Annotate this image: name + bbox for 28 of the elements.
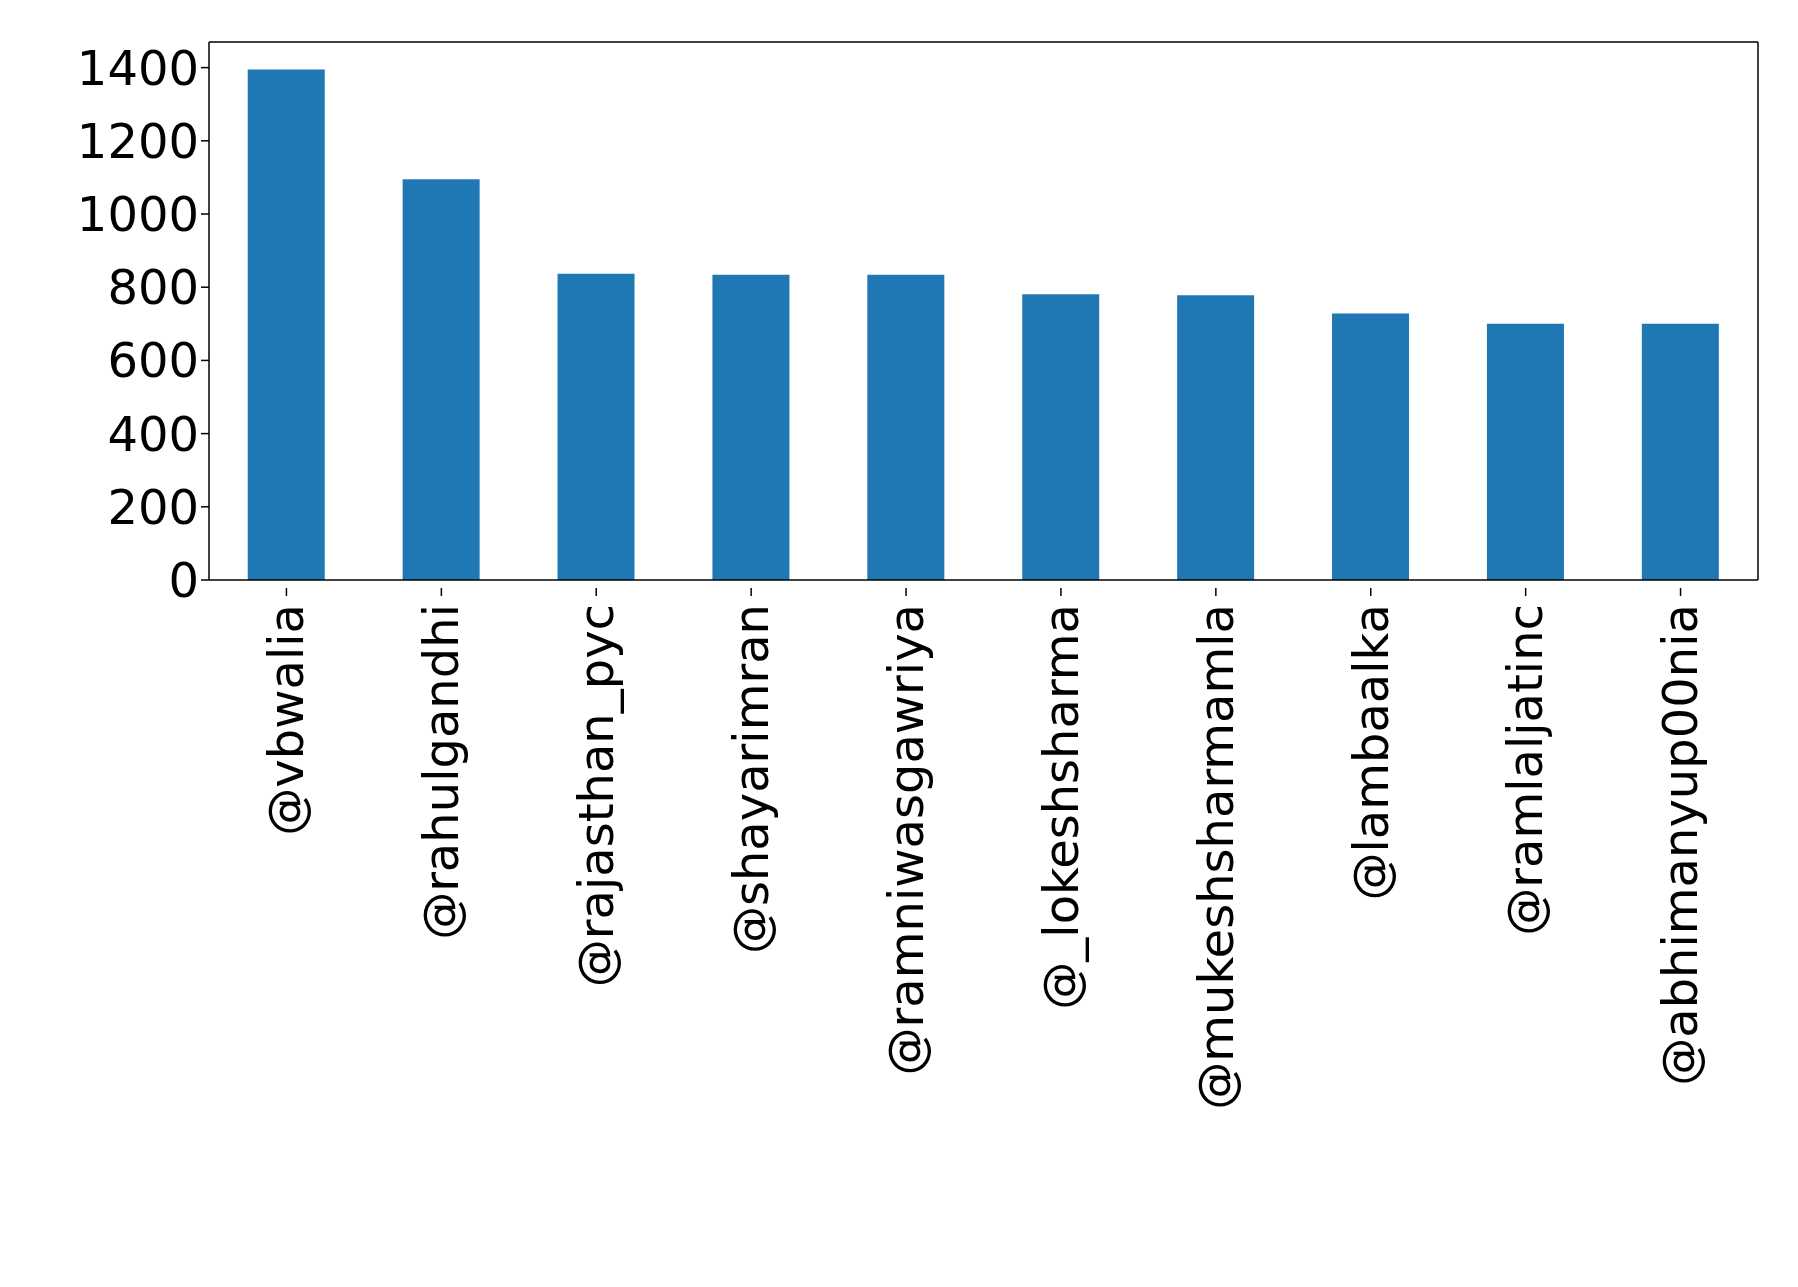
bar [1177,295,1255,580]
y-tick-label: 200 [107,478,199,535]
x-tick-label: @ramniwasgawriya [877,604,934,1076]
bar [712,274,790,580]
bar [557,273,635,580]
bar [1332,313,1410,580]
y-tick-label: 600 [107,332,199,389]
x-tick-label: @lambaalka [1342,604,1399,901]
y-tick-label: 0 [168,552,199,609]
x-tick-label: @vbwalia [258,604,315,836]
x-tick-label: @abhimanyup00nia [1652,604,1709,1086]
y-tick-label: 400 [107,405,199,462]
bar [1022,294,1100,580]
y-tick-label: 800 [107,259,199,316]
x-tick-label: @_lokeshsharma [1032,604,1089,1010]
bar [402,179,480,580]
bar [867,274,945,580]
x-tick-label: @rahulgandhi [413,604,470,940]
y-tick-label: 1400 [76,39,199,96]
y-tick-label: 1200 [76,112,199,169]
x-tick-label: @shayarimran [722,604,779,955]
x-tick-label: @ramlaljatinc [1497,604,1554,936]
bar [247,69,325,580]
x-tick-label: @rajasthan_pyc [568,604,625,988]
x-tick-label: @mukeshsharmamla [1187,604,1244,1110]
bar [1486,323,1564,580]
y-tick-label: 1000 [76,186,199,243]
bar [1641,323,1719,580]
